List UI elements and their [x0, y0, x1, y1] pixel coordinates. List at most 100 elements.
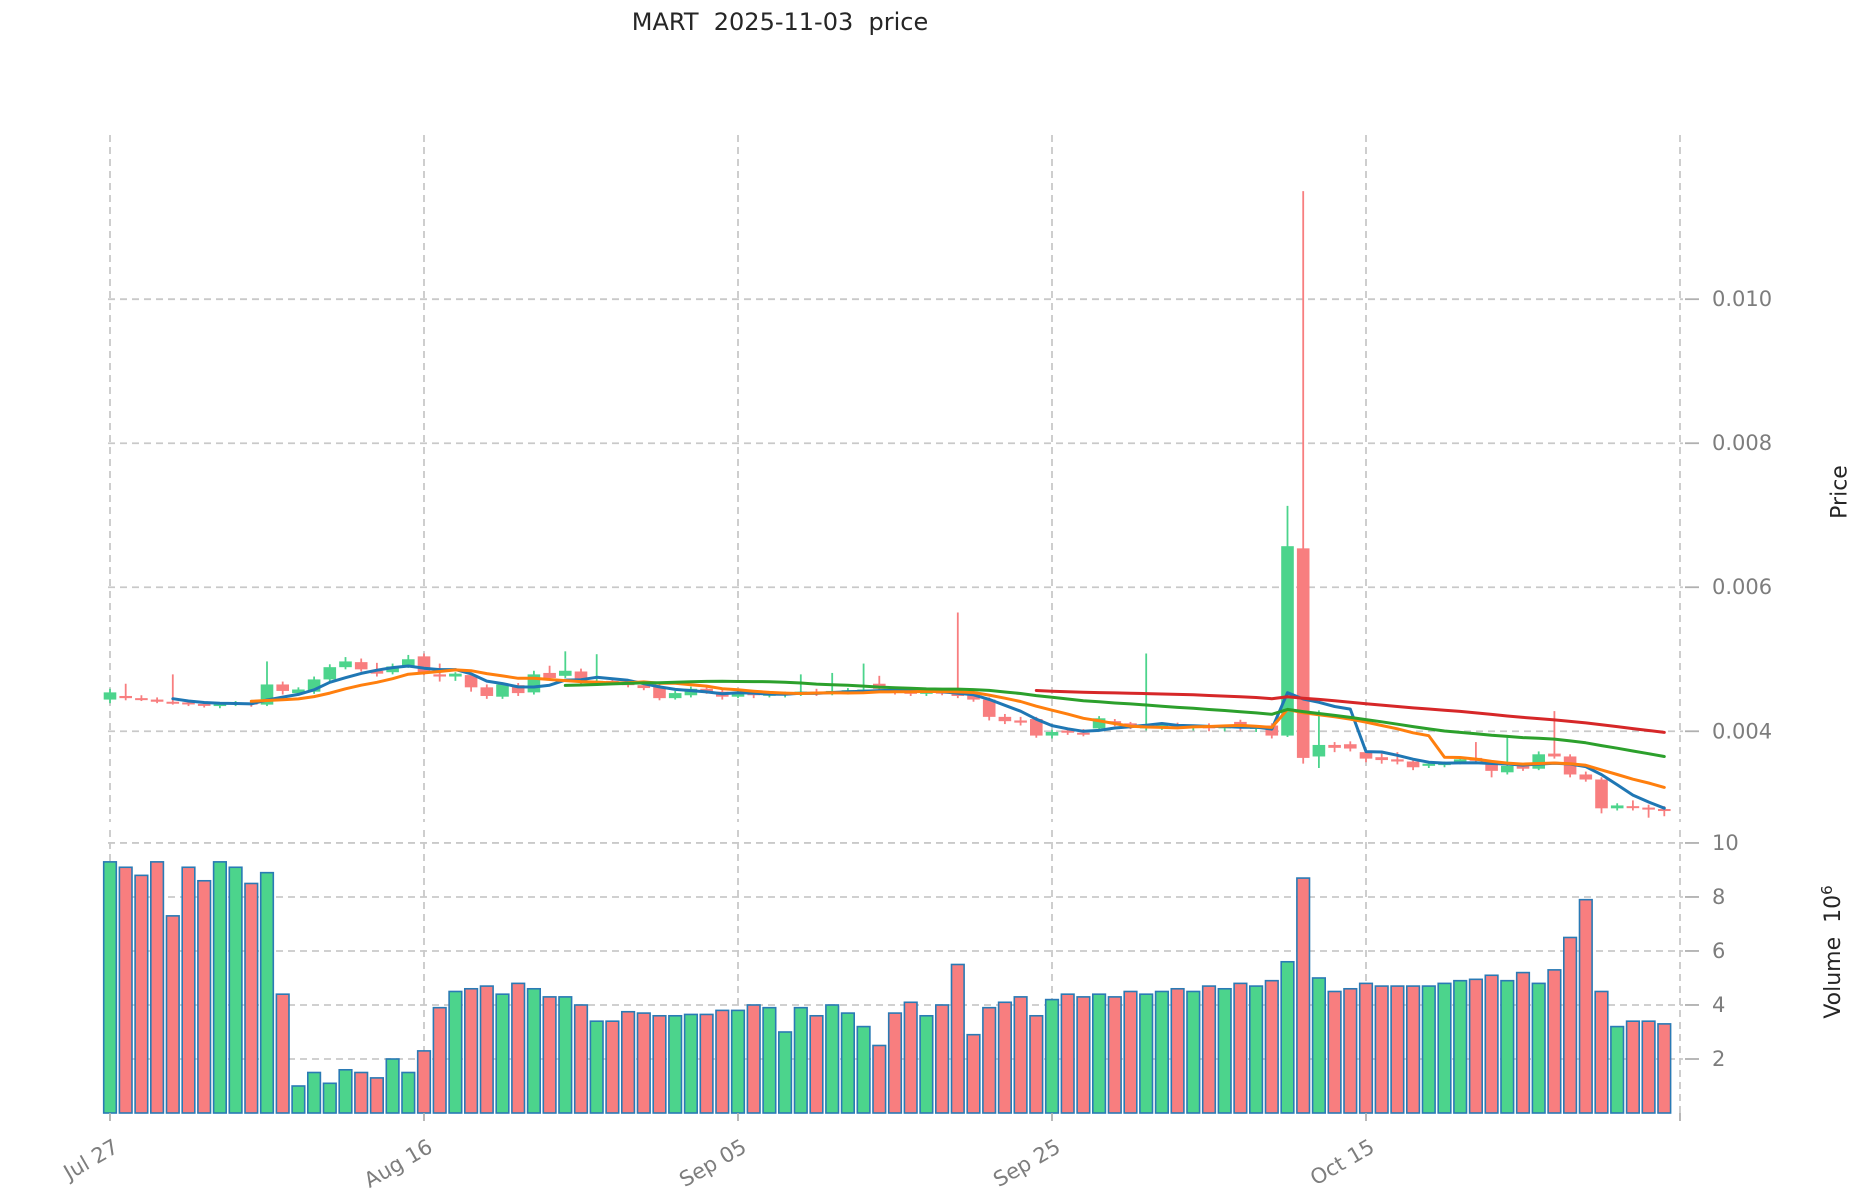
volume-bar: [1107, 996, 1122, 1114]
volume-bar: [228, 866, 243, 1114]
volume-tick-label: 2: [1712, 1047, 1725, 1071]
candle-body: [1077, 732, 1090, 735]
volume-bar: [950, 963, 965, 1114]
candle-body: [402, 659, 415, 667]
volume-bar: [872, 1044, 887, 1114]
volume-bar: [573, 1004, 589, 1114]
volume-bar: [652, 1014, 667, 1114]
volume-bar: [887, 1012, 903, 1114]
volume-bar: [1233, 982, 1248, 1114]
volume-bar: [150, 861, 165, 1114]
volume-bar: [1296, 877, 1311, 1114]
volume-bar: [1217, 987, 1232, 1114]
x-tick-label: Oct 15: [1306, 1135, 1378, 1191]
candle-body: [653, 686, 666, 699]
volume-bar: [259, 871, 275, 1114]
volume-bar: [1358, 982, 1374, 1114]
volume-bar: [448, 990, 463, 1114]
volume-bar: [699, 1013, 714, 1114]
volume-bar: [1484, 974, 1499, 1114]
volume-tick-label: 4: [1712, 993, 1725, 1017]
volume-bar: [275, 993, 290, 1114]
volume-bar: [1123, 990, 1138, 1114]
volume-bar: [1170, 987, 1185, 1114]
volume-bar: [1076, 996, 1091, 1114]
ma30-line: [563, 679, 1666, 758]
volume-bar: [1264, 979, 1279, 1114]
candle-body: [103, 692, 117, 700]
candle-body: [1328, 744, 1341, 748]
volume-axis-label-text: Volume: [1821, 936, 1847, 1019]
volume-bar: [620, 1010, 636, 1114]
volume-bar: [762, 1006, 777, 1114]
volume-bar: [934, 1004, 950, 1114]
volume-bar: [102, 861, 118, 1114]
candle-body: [1501, 765, 1514, 773]
volume-bar: [636, 1012, 651, 1114]
volume-bar: [526, 987, 541, 1114]
volume-bar: [165, 915, 180, 1114]
volume-bar: [730, 1009, 746, 1114]
chart-title: MART 2025-11-03 price: [631, 8, 929, 36]
candle-body: [182, 702, 195, 705]
volume-bar: [1249, 985, 1264, 1114]
volume-bar: [197, 879, 212, 1114]
volume-bar: [966, 1033, 981, 1114]
candle-body: [1375, 757, 1388, 761]
volume-bar: [181, 866, 196, 1114]
candle-body: [135, 698, 148, 701]
candle-body: [543, 672, 556, 678]
price-axis-label: Price: [1827, 465, 1853, 519]
candle-body: [1312, 744, 1326, 757]
volume-bar: [605, 1020, 620, 1114]
volume-bar: [1311, 977, 1326, 1114]
candle-body: [982, 699, 996, 717]
volume-bar: [338, 1068, 353, 1114]
volume-bar: [1139, 993, 1154, 1114]
candle-body: [1610, 805, 1624, 809]
volume-bar: [306, 1071, 322, 1114]
candle-body: [323, 667, 337, 680]
volume-bar: [1468, 978, 1483, 1114]
volume-bar: [118, 866, 133, 1114]
candle-body: [166, 701, 180, 704]
candle-body: [1658, 809, 1671, 812]
candle-body: [1030, 719, 1043, 736]
moving-average-lines: [171, 664, 1666, 810]
candle-body: [700, 688, 713, 692]
volume-bar: [1453, 979, 1468, 1114]
candle-body: [1281, 546, 1294, 736]
volume-bar: [1374, 985, 1389, 1114]
volume-bar: [1421, 985, 1436, 1114]
candle-body: [1045, 731, 1059, 736]
volume-bar: [715, 1009, 730, 1114]
candle-body: [1626, 806, 1640, 809]
price-tick-label: 0.006: [1712, 575, 1772, 599]
candle-body: [1422, 763, 1436, 766]
volume-bar: [1578, 898, 1593, 1114]
candle-body: [1548, 753, 1561, 757]
candle-body: [1453, 759, 1467, 763]
volume-bar: [463, 987, 479, 1114]
volume-bars: [102, 861, 1672, 1114]
candle-body: [1344, 744, 1357, 749]
volume-axis-label: Volume 106: [1818, 885, 1846, 1018]
volume-bar: [495, 993, 510, 1114]
volume-bar: [683, 1013, 698, 1114]
volume-bar: [982, 1006, 997, 1114]
volume-bar: [793, 1006, 808, 1114]
candle-body: [292, 689, 305, 694]
volume-bar: [1594, 990, 1609, 1114]
candle-body: [386, 666, 399, 673]
volume-bar: [385, 1058, 400, 1114]
volume-bar: [746, 1004, 761, 1114]
candle-body: [1516, 765, 1530, 769]
volume-bar: [1327, 990, 1342, 1114]
candle-body: [574, 671, 588, 683]
volume-bar: [1641, 1020, 1656, 1114]
x-tick-label: Sep 25: [989, 1135, 1064, 1192]
volume-tick-label: 8: [1712, 885, 1725, 909]
volume-axis-unit-base: 10: [1821, 894, 1847, 923]
